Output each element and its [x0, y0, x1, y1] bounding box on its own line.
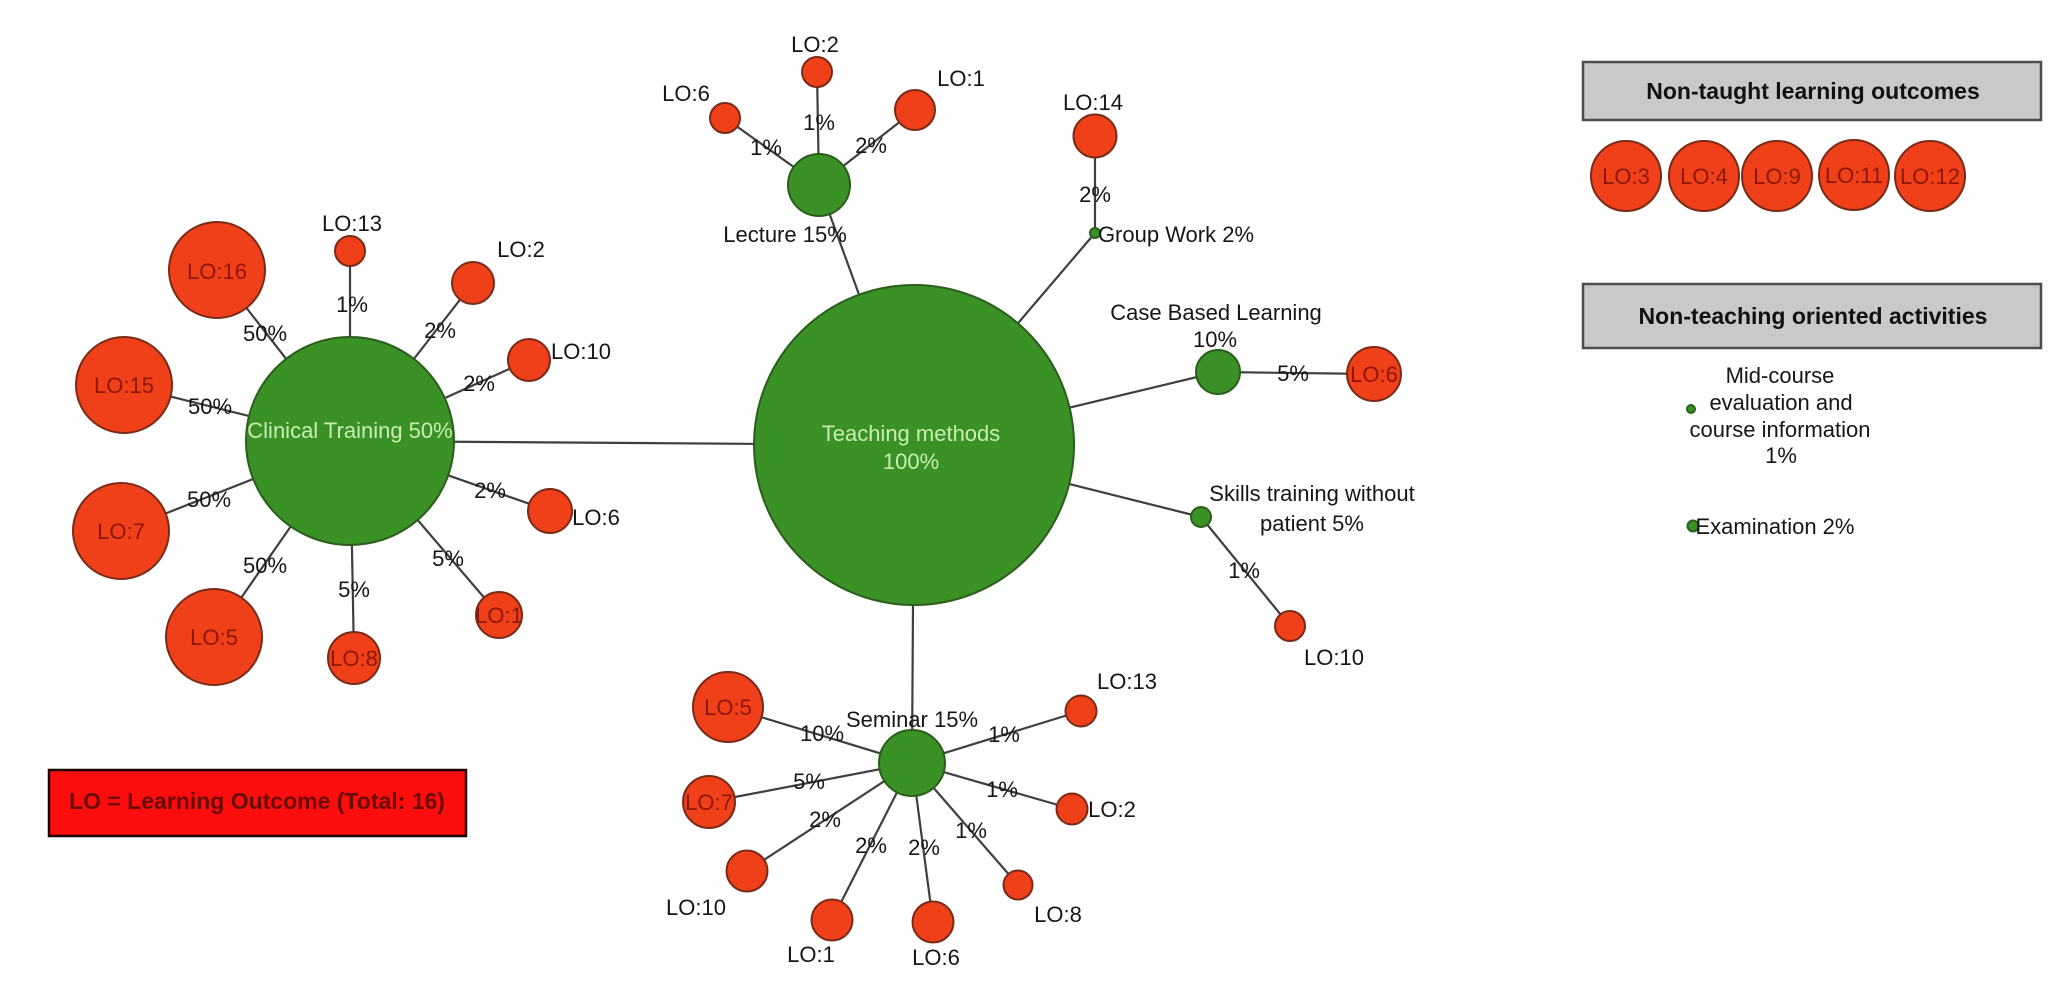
svg-text:LO:11: LO:11 — [1825, 163, 1883, 188]
svg-text:1%: 1% — [1228, 558, 1260, 583]
svg-text:LO:6: LO:6 — [572, 505, 620, 530]
svg-text:LO:10: LO:10 — [1304, 645, 1364, 670]
svg-text:evaluation and: evaluation and — [1709, 390, 1852, 415]
svg-text:2%: 2% — [1079, 182, 1111, 207]
svg-text:LO:12: LO:12 — [1900, 164, 1960, 189]
svg-text:Lecture 15%: Lecture 15% — [723, 222, 847, 247]
svg-text:2%: 2% — [463, 371, 495, 396]
svg-text:Mid-course: Mid-course — [1726, 363, 1835, 388]
svg-text:Skills training without: Skills training without — [1209, 481, 1414, 506]
svg-text:LO:3: LO:3 — [1602, 164, 1650, 189]
svg-text:LO:10: LO:10 — [551, 339, 611, 364]
svg-text:LO:8: LO:8 — [1034, 902, 1082, 927]
svg-text:5%: 5% — [338, 577, 370, 602]
svg-text:2%: 2% — [809, 807, 841, 832]
svg-text:2%: 2% — [424, 318, 456, 343]
svg-text:LO:6: LO:6 — [912, 945, 960, 970]
svg-text:LO:2: LO:2 — [497, 237, 545, 262]
svg-text:LO = Learning Outcome (Total:: LO = Learning Outcome (Total: 16) — [69, 788, 445, 814]
svg-text:Teaching methods: Teaching methods — [822, 421, 1001, 446]
svg-text:LO:4: LO:4 — [1680, 164, 1728, 189]
svg-text:10%: 10% — [1193, 327, 1237, 352]
svg-text:LO:15: LO:15 — [94, 373, 154, 398]
svg-text:Group Work 2%: Group Work 2% — [1098, 222, 1254, 247]
svg-text:LO:5: LO:5 — [704, 695, 752, 720]
svg-text:LO:2: LO:2 — [1088, 797, 1136, 822]
svg-text:course information: course information — [1690, 417, 1871, 442]
svg-text:LO:6: LO:6 — [662, 81, 710, 106]
svg-text:1%: 1% — [955, 818, 987, 843]
svg-text:LO:16: LO:16 — [187, 259, 247, 284]
svg-text:100%: 100% — [883, 449, 939, 474]
svg-text:LO:10: LO:10 — [666, 895, 726, 920]
svg-text:1%: 1% — [988, 722, 1020, 747]
svg-text:Clinical Training 50%: Clinical Training 50% — [247, 418, 452, 443]
svg-text:Examination 2%: Examination 2% — [1696, 514, 1855, 539]
svg-text:50%: 50% — [187, 487, 231, 512]
svg-text:5%: 5% — [432, 546, 464, 571]
svg-text:10%: 10% — [800, 721, 844, 746]
svg-text:2%: 2% — [855, 133, 887, 158]
svg-text:2%: 2% — [474, 478, 506, 503]
svg-text:50%: 50% — [188, 394, 232, 419]
svg-text:LO:13: LO:13 — [1097, 669, 1157, 694]
svg-text:2%: 2% — [855, 833, 887, 858]
svg-text:Non-teaching oriented activiti: Non-teaching oriented activities — [1639, 303, 1988, 329]
svg-text:Case Based Learning: Case Based Learning — [1110, 300, 1322, 325]
svg-text:2%: 2% — [908, 835, 940, 860]
svg-text:5%: 5% — [1277, 361, 1309, 386]
svg-text:Non-taught learning outcomes: Non-taught learning outcomes — [1646, 78, 1980, 104]
svg-text:LO:5: LO:5 — [190, 625, 238, 650]
svg-text:LO:1: LO:1 — [787, 942, 835, 967]
svg-text:LO:7: LO:7 — [97, 519, 145, 544]
svg-text:LO:8: LO:8 — [330, 646, 378, 671]
svg-text:LO:13: LO:13 — [322, 211, 382, 236]
svg-text:1%: 1% — [986, 777, 1018, 802]
svg-text:50%: 50% — [243, 553, 287, 578]
svg-text:1%: 1% — [336, 292, 368, 317]
svg-text:1%: 1% — [803, 110, 835, 135]
svg-text:LO:9: LO:9 — [1753, 164, 1801, 189]
svg-text:1%: 1% — [750, 135, 782, 160]
svg-text:LO:1: LO:1 — [475, 603, 523, 628]
svg-text:Seminar 15%: Seminar 15% — [846, 707, 978, 732]
svg-text:50%: 50% — [243, 321, 287, 346]
svg-text:LO:14: LO:14 — [1063, 90, 1123, 115]
svg-text:LO:1: LO:1 — [937, 66, 985, 91]
svg-text:LO:2: LO:2 — [791, 32, 839, 57]
svg-text:LO:7: LO:7 — [685, 790, 733, 815]
svg-text:1%: 1% — [1765, 443, 1797, 468]
svg-text:5%: 5% — [793, 769, 825, 794]
svg-text:patient 5%: patient 5% — [1260, 511, 1364, 536]
svg-text:LO:6: LO:6 — [1350, 362, 1398, 387]
